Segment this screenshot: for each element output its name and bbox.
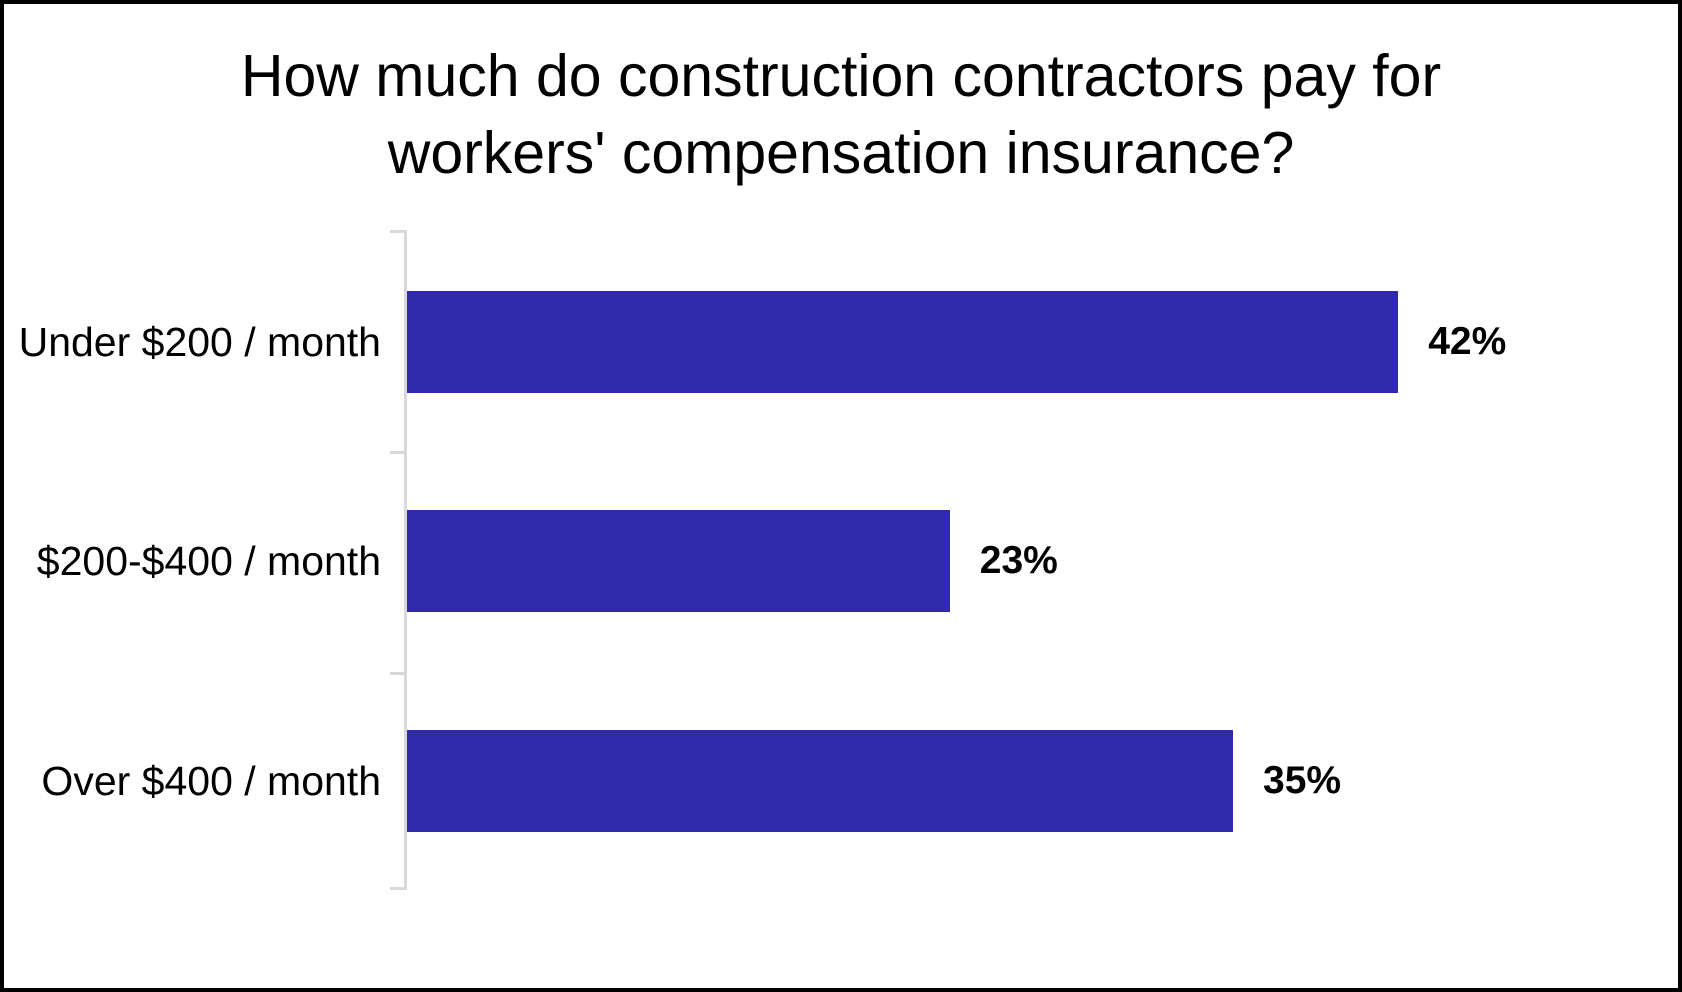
bar-row-over-400: Over $400 / month 35%: [4, 730, 1678, 832]
data-label-over-400: 35%: [1263, 759, 1342, 802]
category-label-over-400: Over $400 / month: [41, 757, 381, 804]
category-label-200-400: $200-$400 / month: [36, 537, 381, 584]
bar-row-200-400: $200-$400 / month 23%: [4, 510, 1678, 612]
axis-tick-mid-2: [390, 672, 404, 675]
bar-row-under-200: Under $200 / month 42%: [4, 291, 1678, 393]
data-label-200-400: 23%: [979, 539, 1058, 582]
bar-under-200: [407, 291, 1399, 393]
axis-tick-mid-1: [390, 451, 404, 454]
data-label-under-200: 42%: [1428, 320, 1507, 363]
axis-tick-bottom: [390, 887, 404, 890]
category-axis-line: [404, 230, 407, 890]
category-label-under-200: Under $200 / month: [18, 318, 381, 365]
bar-over-400: [407, 730, 1233, 832]
plot-area: Under $200 / month 42% $200-$400 / month…: [4, 4, 1678, 988]
chart-title-line-2: workers' compensation insurance?: [387, 119, 1295, 186]
bar-200-400: [407, 510, 950, 612]
axis-tick-top: [390, 230, 404, 233]
chart-title-line-1: How much do construction contractors pay…: [240, 43, 1442, 109]
chart-title: How much do construction contractors pay…: [4, 38, 1678, 191]
